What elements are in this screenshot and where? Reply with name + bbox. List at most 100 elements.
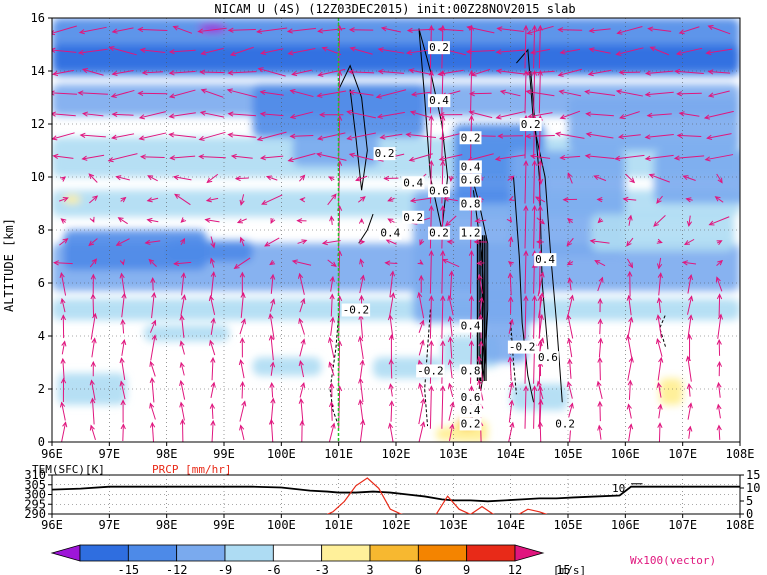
- wind-vector-head: [60, 297, 66, 304]
- contour-line: [513, 176, 535, 403]
- wind-vector-head: [686, 220, 693, 227]
- wind-vector: [89, 258, 97, 268]
- wind-vector-head: [473, 239, 480, 245]
- wind-vector-head: [656, 263, 663, 270]
- wind-vector: [586, 133, 614, 139]
- wind-vector: [658, 257, 662, 269]
- wind-vector-head: [419, 319, 425, 326]
- contour-label-bg: [428, 94, 451, 108]
- axis-ticks: 96E 97E 98E 99E 100E 101E 102E 103E 104E 105E 106E…: [31, 11, 755, 461]
- wind-vector-head: [406, 49, 413, 56]
- wind-vector-head: [531, 205, 538, 211]
- wind-vector: [290, 90, 314, 98]
- wind-vector: [449, 316, 453, 337]
- wind-vector-head: [347, 69, 354, 75]
- wind-vector: [675, 70, 704, 74]
- wind-vector: [616, 47, 644, 55]
- wind-vector: [209, 340, 216, 356]
- wind-vector-head: [300, 338, 306, 345]
- wind-vector-head: [589, 238, 596, 244]
- wind-vector: [390, 359, 393, 379]
- wind-vector: [656, 338, 663, 357]
- wind-vector-head: [569, 294, 575, 301]
- wind-vector-head: [428, 69, 434, 76]
- wind-vector: [590, 240, 610, 244]
- wind-vector-head: [291, 70, 298, 77]
- wind-vector-head: [297, 272, 304, 279]
- wind-vector-head: [117, 217, 124, 223]
- wind-vector-head: [384, 260, 391, 266]
- grid-lines: [52, 18, 740, 442]
- wind-vector-head: [596, 380, 602, 387]
- wind-vector-head: [298, 397, 304, 404]
- wind-vector: [317, 90, 347, 97]
- y-tick-label: 10: [31, 170, 45, 184]
- wind-vector: [706, 48, 733, 54]
- wind-vector-head: [376, 113, 383, 119]
- wind-vector-head: [616, 29, 623, 35]
- wind-vector-head: [597, 217, 604, 224]
- x-tick-label: 98E: [156, 447, 178, 461]
- wind-vector: [626, 258, 633, 268]
- wind-vector-head: [657, 422, 663, 429]
- contour-label: 0.2: [555, 417, 575, 430]
- wind-vector-head: [428, 295, 434, 302]
- wind-vector-head: [319, 112, 325, 118]
- wind-vector: [567, 381, 573, 399]
- wind-vector-head: [495, 114, 502, 120]
- wind-vector-head: [198, 135, 205, 141]
- wind-vector-head: [328, 176, 335, 182]
- wind-vector-head: [597, 297, 603, 304]
- wind-vector-head: [289, 133, 296, 139]
- wind-vector: [290, 111, 314, 118]
- wind-vector-head: [358, 399, 364, 406]
- wind-vector: [709, 216, 730, 226]
- contour-label: 0.8: [461, 364, 481, 377]
- wind-vector: [658, 423, 661, 442]
- wind-vector-head: [270, 397, 276, 404]
- wind-vector-head: [437, 71, 444, 77]
- wind-vector-head: [172, 25, 179, 31]
- wind-vector-head: [229, 51, 236, 57]
- wind-vector-head: [174, 193, 181, 199]
- wind-vector-head: [596, 196, 603, 203]
- wind-vector-head: [299, 419, 305, 426]
- wind-vector: [147, 219, 159, 223]
- colorbar-segment: [417, 544, 468, 562]
- contour-label: 0.2: [403, 211, 423, 224]
- wind-vector: [448, 295, 454, 316]
- wind-vector-head: [331, 193, 337, 200]
- wind-vector-head: [428, 159, 434, 166]
- wind-vector-head: [584, 89, 591, 95]
- wind-vector-head: [440, 114, 446, 121]
- wind-vector: [410, 111, 432, 119]
- wind-vector: [500, 90, 521, 97]
- wind-vector-head: [89, 216, 95, 223]
- wind-vector: [141, 156, 165, 159]
- wind-vector: [386, 239, 397, 245]
- wind-vector: [441, 251, 444, 294]
- wind-vector-head: [418, 382, 424, 389]
- wind-vector: [594, 175, 607, 182]
- wind-vector-head: [539, 271, 545, 278]
- x-tick-label: 100E: [267, 447, 296, 461]
- wind-vector: [538, 386, 541, 429]
- wind-vector-head: [593, 175, 600, 181]
- contour-label: 0.4: [403, 176, 423, 189]
- wind-vector: [112, 113, 134, 116]
- wind-vector: [524, 25, 527, 69]
- wind-vector-head: [348, 27, 355, 33]
- wind-vector: [61, 422, 67, 442]
- subpanel-right-tick-label: 15: [746, 468, 760, 482]
- wind-vector: [210, 236, 215, 248]
- contour-label: 0.2: [375, 147, 395, 160]
- wind-vector-head: [111, 70, 118, 77]
- wind-vector-head: [615, 89, 622, 95]
- wind-vector-head: [168, 113, 175, 119]
- wind-vector: [509, 273, 512, 296]
- contour-label-bg: [341, 303, 371, 317]
- wind-vector: [657, 315, 663, 339]
- wind-vector-head: [523, 385, 529, 392]
- wind-vector-head: [346, 109, 353, 116]
- wind-vector-head: [562, 196, 569, 203]
